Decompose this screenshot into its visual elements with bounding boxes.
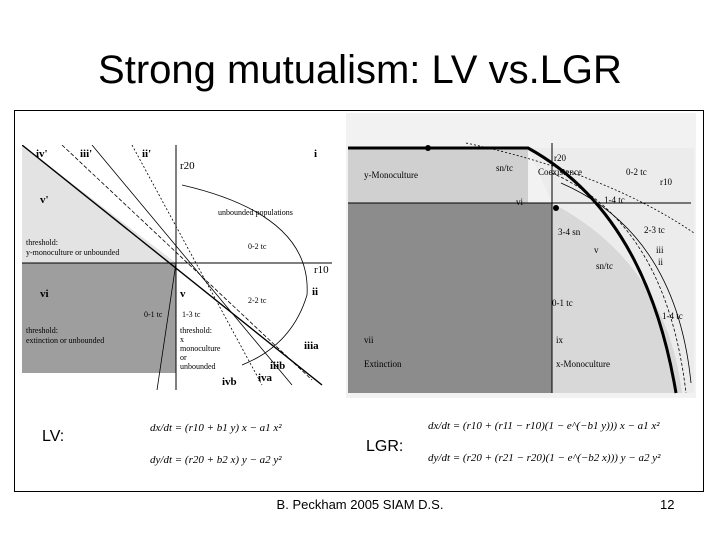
lv-annot-tc02: 0-2 tc xyxy=(248,242,267,251)
lv-label-iiia: iiia xyxy=(304,340,319,352)
lgr-equation-label: LGR: xyxy=(366,438,404,455)
figure-frame xyxy=(14,110,704,492)
lgr-curve-main xyxy=(348,146,678,394)
lv-line-4 xyxy=(131,145,263,386)
lgr-region-x-mono xyxy=(552,203,682,393)
lv-annot-threshold-x2: extinction or unbounded xyxy=(26,336,104,345)
lv-region-light xyxy=(22,145,176,263)
lgr-annot-r20: r20 xyxy=(554,153,566,163)
lv-annot-threshold-r2: x xyxy=(180,335,184,344)
lgr-point-2 xyxy=(553,205,559,211)
page-number: 12 xyxy=(660,497,675,512)
lv-bifurcation-diagram: iv' iii' ii' i v' vi v ii iiia iiib ivb … xyxy=(22,145,332,390)
lv-annotations: unbounded populations threshold: y-monoc… xyxy=(26,208,293,371)
slide-footer: B. Peckham 2005 SIAM D.S. xyxy=(276,497,444,512)
lgr-annot-tc14b: 1-4 tc xyxy=(662,311,683,321)
lv-arc xyxy=(181,184,308,366)
lgr-region-coexist xyxy=(528,148,694,393)
lgr-annot-r10: r10 xyxy=(660,177,672,187)
lv-label-i: i xyxy=(314,148,317,160)
lv-axis-label-r10: r10 xyxy=(314,264,329,276)
lgr-label-ix: ix xyxy=(556,335,564,345)
lv-annot-threshold-y2: y-monoculture or unbounded xyxy=(26,248,119,257)
lv-equation-dy: dy/dt = (r20 + b2 x) y − a2 y² xyxy=(150,454,282,466)
lv-label-ivb: ivb xyxy=(222,376,237,388)
lv-label-iiib: iiib xyxy=(270,360,285,372)
lgr-label-y-mono: y-Monoculture xyxy=(364,170,418,180)
lv-annot-tc01: 0-1 tc xyxy=(144,310,163,319)
lv-line-5 xyxy=(156,262,177,390)
lv-label-v-prime: v' xyxy=(40,194,49,206)
lgr-annot-tc23: 2-3 tc xyxy=(644,225,665,235)
lgr-curve-4 xyxy=(465,142,695,234)
lv-line-3 xyxy=(91,145,293,386)
lgr-annot-x-mono: x-Monoculture xyxy=(556,359,610,369)
lv-annot-tc22: 2-2 tc xyxy=(248,296,267,305)
lgr-label-v: v xyxy=(594,245,599,255)
lv-equation-label: LV: xyxy=(42,428,65,445)
lv-label-v: v xyxy=(180,288,186,300)
lv-annot-threshold-r5: unbounded xyxy=(180,362,216,371)
lgr-annot-extinction: Extinction xyxy=(364,359,402,369)
lgr-annot-sn-tc2: sn/tc xyxy=(596,261,613,271)
lgr-annot-sn34: 3-4 sn xyxy=(558,227,581,237)
lgr-equation-dy: dy/dt = (r20 + (r21 − r20)(1 − e^(−b2 x)… xyxy=(428,452,661,464)
lv-line-main xyxy=(22,145,323,386)
lv-line-2 xyxy=(61,145,313,381)
lv-label-iii-prime: iii' xyxy=(80,148,92,160)
lgr-label-iii: iii xyxy=(656,245,664,255)
lgr-curve-2 xyxy=(551,172,687,394)
lgr-label-vi: vi xyxy=(516,197,524,207)
lv-annot-unbounded: unbounded populations xyxy=(218,208,293,217)
lgr-labels: y-Monoculture Coexistence vi vii ix v ii… xyxy=(364,153,683,369)
lgr-annot-tc14: 1-4 tc xyxy=(604,195,625,205)
lv-region-labels: iv' iii' ii' i v' vi v ii iiia iiib ivb … xyxy=(36,148,319,388)
lv-label-ii: ii xyxy=(312,286,318,298)
lv-label-ii-prime: ii' xyxy=(142,148,151,160)
lgr-region-y-mono xyxy=(348,148,528,203)
lgr-label-ii: ii xyxy=(658,257,664,267)
lv-label-iv-prime: iv' xyxy=(36,148,48,160)
lgr-annot-tc02: 0-2 tc xyxy=(626,167,647,177)
lv-annot-threshold-r3: monoculture xyxy=(180,344,221,353)
lgr-label-vii: vii xyxy=(364,335,374,345)
lv-annot-threshold-y: threshold: xyxy=(26,238,58,247)
lgr-annot-tc01: 0-1 tc xyxy=(552,298,573,308)
lv-annot-threshold-r4: or xyxy=(180,353,187,362)
lgr-label-coexistence: Coexistence xyxy=(538,167,582,177)
lv-equation-dx: dx/dt = (r10 + b1 y) x − a1 x² xyxy=(150,422,282,434)
lv-annot-threshold-r1: threshold: xyxy=(180,326,212,335)
lgr-bifurcation-diagram: y-Monoculture Coexistence vi vii ix v ii… xyxy=(346,113,696,398)
lgr-equation-dx: dx/dt = (r10 + (r11 − r10)(1 − e^(−b1 y)… xyxy=(428,420,660,432)
lgr-curve-3 xyxy=(560,182,692,384)
lv-label-iva: iva xyxy=(258,372,273,384)
lgr-annot-sn-tc: sn/tc xyxy=(496,163,513,173)
lv-label-vi: vi xyxy=(40,288,49,300)
lgr-region-dark xyxy=(348,203,552,393)
lv-annot-threshold-x: threshold: xyxy=(26,326,58,335)
lv-axis-label-r20: r20 xyxy=(180,160,195,172)
lv-region-dark xyxy=(22,263,176,373)
slide-title: Strong mutualism: LV vs.LGR xyxy=(98,48,622,92)
lgr-point-1 xyxy=(425,145,431,151)
lv-annot-tc13: 1-3 tc xyxy=(182,310,201,319)
